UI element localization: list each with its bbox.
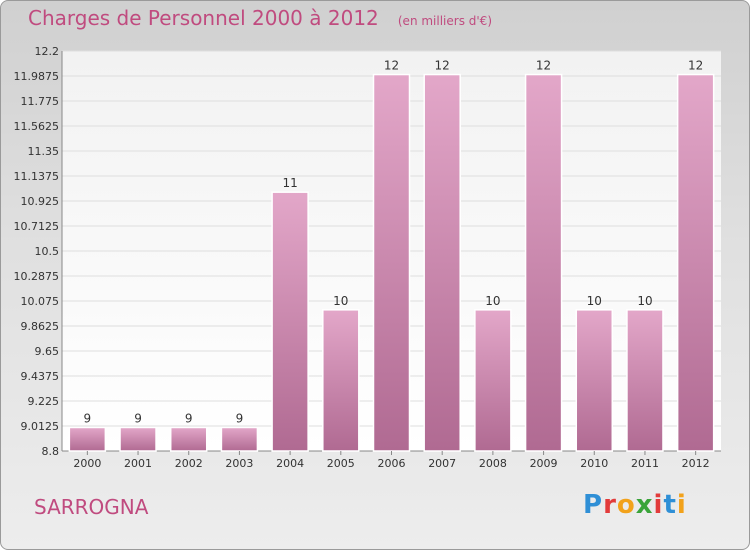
bar-2001 — [119, 426, 157, 452]
y-tick-label: 10.2875 — [14, 270, 60, 283]
y-tick-label: 11.775 — [21, 95, 60, 108]
data-label: 12 — [435, 59, 450, 73]
logo-letter: o — [616, 490, 636, 520]
data-label: 10 — [333, 294, 348, 308]
y-tick-label: 10.5 — [35, 245, 60, 258]
data-label: 9 — [185, 411, 193, 425]
data-label: 10 — [587, 294, 602, 308]
data-label: 12 — [384, 59, 399, 73]
data-label: 10 — [485, 294, 500, 308]
y-tick-label: 11.35 — [28, 145, 60, 158]
y-tick-label: 9.0125 — [21, 420, 60, 433]
y-tick-label: 9.4375 — [21, 370, 60, 383]
logo-letter: r — [603, 490, 617, 520]
x-tick-label: 2007 — [428, 457, 456, 470]
y-tick-label: 10.7125 — [14, 220, 60, 233]
x-tick-label: 2012 — [682, 457, 710, 470]
bar-2008 — [474, 309, 512, 452]
data-label: 9 — [134, 411, 142, 425]
x-tick-label: 2000 — [73, 457, 101, 470]
bar-2003 — [220, 426, 259, 452]
y-tick-label: 11.1375 — [14, 170, 60, 183]
data-label: 10 — [637, 294, 652, 308]
proxiti-logo: Proxiti — [583, 490, 687, 520]
y-tick-label: 8.8 — [42, 445, 60, 458]
x-tick-label: 2009 — [530, 457, 558, 470]
data-label: 9 — [236, 411, 244, 425]
place-name: SARROGNA — [34, 495, 149, 519]
logo-letter: x — [635, 490, 654, 520]
data-label: 11 — [282, 176, 297, 190]
y-tick-label: 11.9875 — [14, 70, 60, 83]
chart-title: Charges de Personnel 2000 à 2012 — [28, 6, 379, 30]
x-tick-label: 2004 — [276, 457, 304, 470]
x-tick-label: 2003 — [225, 457, 253, 470]
y-tick-label: 12.2 — [35, 45, 60, 58]
y-tick-label: 11.5625 — [14, 120, 60, 133]
bar-2006 — [372, 73, 411, 452]
bar-2009 — [524, 73, 563, 452]
data-label: 12 — [688, 59, 703, 73]
bar-2010 — [575, 309, 614, 452]
bar-2000 — [68, 426, 107, 452]
y-tick-label: 9.8625 — [21, 320, 60, 333]
logo-letter: P — [583, 490, 604, 520]
x-tick-label: 2006 — [378, 457, 406, 470]
x-tick-label: 2002 — [175, 457, 203, 470]
x-tick-label: 2001 — [124, 457, 152, 470]
data-label: 9 — [84, 411, 92, 425]
chart-subtitle: (en milliers d'€) — [397, 14, 492, 28]
bar-2011 — [626, 309, 664, 452]
x-tick-label: 2005 — [327, 457, 355, 470]
logo-letter: t — [663, 490, 677, 520]
bar-2004 — [271, 191, 309, 452]
y-tick-label: 10.075 — [21, 295, 60, 308]
y-tick-label: 9.225 — [28, 395, 60, 408]
logo-letter: i — [676, 490, 687, 520]
bar-2007 — [423, 73, 461, 452]
y-tick-label: 10.925 — [21, 195, 60, 208]
y-tick-label: 9.65 — [35, 345, 60, 358]
bar-2002 — [169, 426, 208, 452]
x-tick-label: 2010 — [580, 457, 608, 470]
title-row: Charges de Personnel 2000 à 2012 (en mil… — [28, 6, 492, 30]
bar-2005 — [322, 309, 360, 452]
data-label: 12 — [536, 59, 551, 73]
bar-2012 — [676, 73, 715, 452]
x-tick-label: 2011 — [631, 457, 659, 470]
logo-letter: i — [653, 490, 664, 520]
x-tick-label: 2008 — [479, 457, 507, 470]
